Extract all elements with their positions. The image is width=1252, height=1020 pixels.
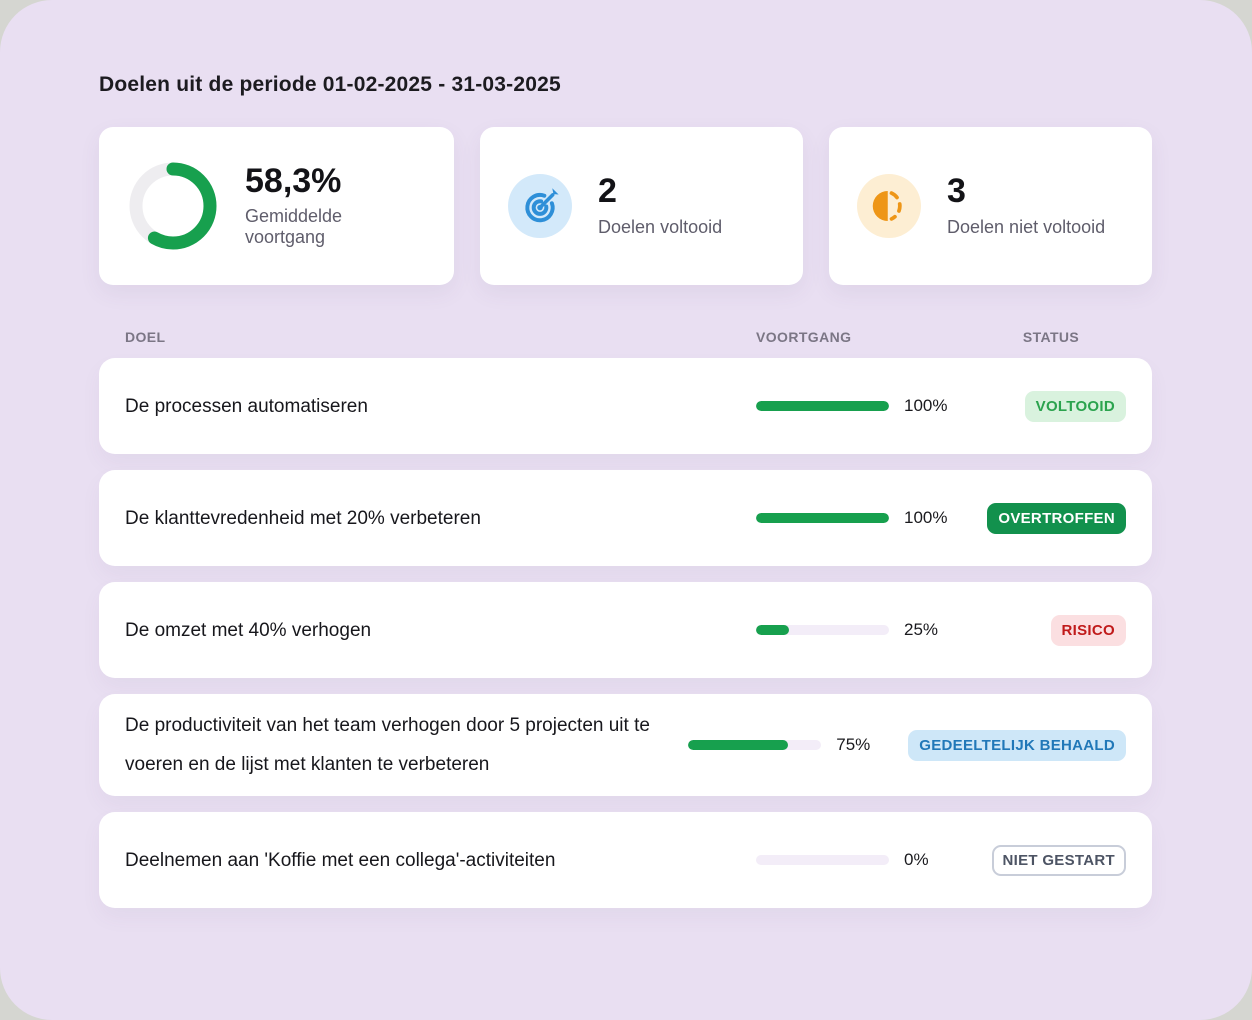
stat-card-average-progress: 58,3% Gemiddelde voortgang [99,127,455,285]
stat-card-goals-not-completed: 3 Doelen niet voltooid [829,127,1152,285]
goal-title: De processen automatiseren [125,395,368,417]
column-header-progress: VOORTGANG [756,329,852,345]
half-circle-dashed-icon [857,174,922,238]
stat-label-goals-completed: Doelen voltooid [598,216,723,237]
stat-text: 2 Doelen voltooid [598,172,723,238]
goal-row-right: 0% NIET GESTART [756,844,1126,876]
goal-title: De productiviteit van het team verhogen … [125,715,650,775]
progress-cell: 100% [756,508,954,528]
status-cell: OVERTROFFEN [976,502,1126,534]
goal-row-right: 75% GEDEELTELIJK BEHAALD [688,729,1126,761]
status-cell: GEDEELTELIJK BEHAALD [908,729,1126,761]
status-cell: NIET GESTART [976,844,1126,876]
goal-row-right: 100% VOLTOOID [756,390,1126,422]
target-icon [508,174,573,238]
stat-value-average-progress: 58,3% [245,161,342,200]
stat-label-average-progress: Gemiddelde voortgang [245,206,343,248]
goal-title: De omzet met 40% verhogen [125,619,372,641]
progress-cell: 75% [688,735,886,755]
stat-label-goals-not-completed: Doelen niet voltooid [947,216,1106,237]
goal-row[interactable]: De omzet met 40% verhogen 25% RISICO [99,582,1152,678]
status-cell: RISICO [976,614,1126,646]
status-badge: VOLTOOID [1024,390,1126,422]
goals-table: De processen automatiseren 100% VOLTOOID… [99,358,1152,908]
stat-text: 3 Doelen niet voltooid [947,172,1106,238]
progress-bar-fill [756,625,790,635]
progress-bar-fill [688,740,789,750]
progress-cell: 25% [756,620,954,640]
progress-cell: 0% [756,850,954,870]
page-title: Doelen uit de periode 01-02-2025 - 31-03… [99,73,561,96]
status-badge: GEDEELTELIJK BEHAALD [908,729,1126,761]
goal-row[interactable]: De productiviteit van het team verhogen … [99,694,1152,796]
status-badge: OVERTROFFEN [987,502,1126,534]
progress-cell: 100% [756,396,954,416]
status-badge: NIET GESTART [991,844,1126,876]
progress-bar [756,401,889,411]
goal-row-right: 100% OVERTROFFEN [756,502,1126,534]
dashboard-content: Doelen uit de periode 01-02-2025 - 31-03… [99,0,1152,924]
progress-percent: 100% [904,508,948,527]
progress-bar [756,625,889,635]
stat-text: 58,3% Gemiddelde voortgang [245,161,426,249]
table-header-right: VOORTGANG STATUS [756,329,1126,345]
stat-value-goals-not-completed: 3 [947,172,966,211]
progress-percent: 25% [904,620,939,639]
progress-donut-chart [127,160,219,252]
progress-bar-fill [756,513,889,523]
progress-bar [688,740,822,750]
progress-bar-fill [756,401,889,411]
status-badge: RISICO [1050,614,1126,646]
progress-bar [756,513,889,523]
stats-row: 58,3% Gemiddelde voortgang [99,127,1152,285]
goal-title: De klanttevredenheid met 20% verbeteren [125,507,481,529]
goal-row[interactable]: Deelnemen aan 'Koffie met een collega'-a… [99,812,1152,908]
stat-card-goals-completed: 2 Doelen voltooid [480,127,804,285]
stat-value-goals-completed: 2 [598,172,617,211]
goal-row-right: 25% RISICO [756,614,1126,646]
progress-percent: 75% [836,735,871,754]
column-header-goal: DOEL [125,329,166,345]
table-header: DOEL VOORTGANG STATUS [99,329,1152,345]
progress-bar [756,855,889,865]
status-cell: VOLTOOID [976,390,1126,422]
goal-title: Deelnemen aan 'Koffie met een collega'-a… [125,849,556,871]
goal-row[interactable]: De processen automatiseren 100% VOLTOOID [99,358,1152,454]
column-header-status: STATUS [1022,329,1080,345]
progress-percent: 100% [904,396,948,415]
goal-row[interactable]: De klanttevredenheid met 20% verbeteren … [99,470,1152,566]
progress-percent: 0% [904,850,929,869]
